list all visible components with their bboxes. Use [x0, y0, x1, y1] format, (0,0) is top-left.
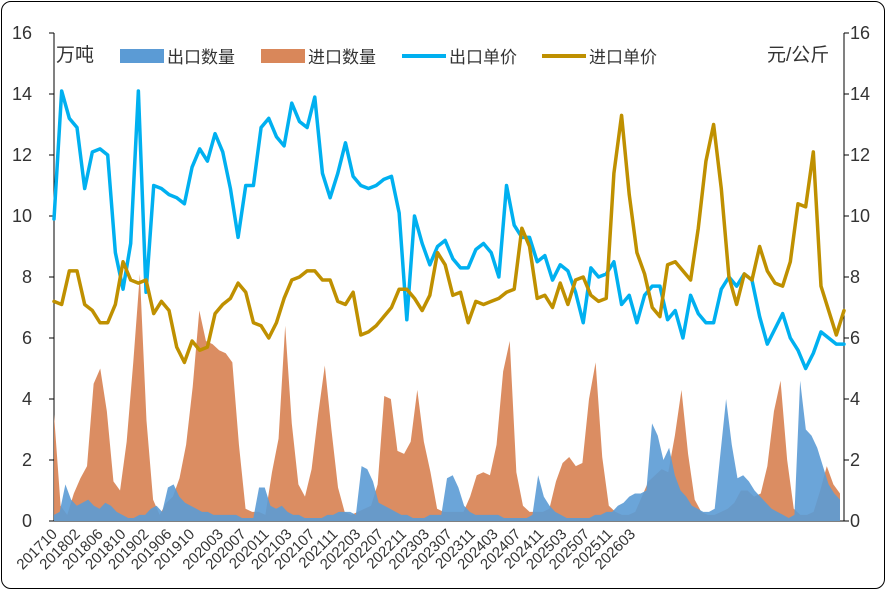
- y-left-tick-label: 8: [22, 267, 32, 287]
- y-right-tick-label: 14: [850, 84, 870, 104]
- y-left-tick-label: 14: [12, 84, 32, 104]
- export-qty-area: [54, 380, 840, 521]
- right-axis-unit: 元/公斤: [767, 44, 829, 66]
- y-left-tick-label: 12: [12, 145, 32, 165]
- y-right-tick-label: 12: [850, 145, 870, 165]
- area-series: [54, 273, 840, 521]
- left-axis-unit: 万吨: [56, 44, 94, 66]
- y-right-tick-label: 4: [850, 389, 860, 409]
- legend-label-export-price: 出口单价: [449, 48, 517, 67]
- y-right-tick-label: 8: [850, 267, 860, 287]
- y-right-tick-label: 10: [850, 206, 870, 226]
- legend-label-export-qty: 出口数量: [167, 48, 235, 67]
- y-right-tick-label: 16: [850, 23, 870, 43]
- legend: 出口数量 进口数量 出口单价 进口单价: [120, 48, 657, 67]
- export-price-line: [52, 89, 846, 371]
- legend-swatch-import-qty: [261, 49, 305, 63]
- y-left-tick-label: 0: [22, 511, 32, 531]
- y-left-tick-label: 6: [22, 328, 32, 348]
- legend-label-import-price: 进口单价: [589, 48, 657, 67]
- y-right-tick-label: 2: [850, 450, 860, 470]
- y-right-tick-label: 0: [850, 511, 860, 531]
- y-left-tick-label: 16: [12, 23, 32, 43]
- import-price-line: [52, 113, 846, 365]
- y-right-tick-label: 6: [850, 328, 860, 348]
- legend-swatch-export-qty: [120, 49, 164, 63]
- y-left-tick-label: 4: [22, 389, 32, 409]
- legend-label-import-qty: 进口数量: [308, 48, 376, 67]
- y-left-tick-label: 10: [12, 206, 32, 226]
- import-qty-area: [54, 273, 840, 521]
- line-series: [52, 89, 846, 371]
- y-left-tick-label: 2: [22, 450, 32, 470]
